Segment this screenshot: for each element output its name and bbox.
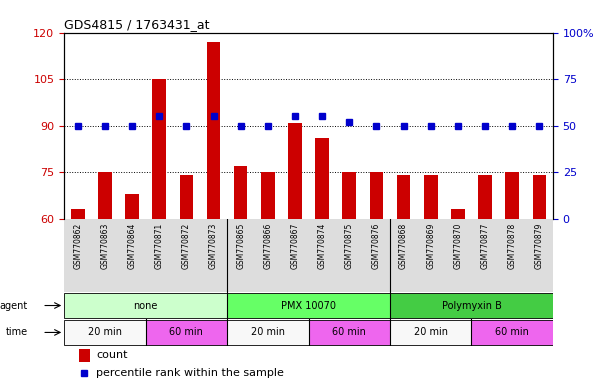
Text: GSM770877: GSM770877 <box>481 222 489 269</box>
Text: GSM770872: GSM770872 <box>182 222 191 268</box>
Text: GSM770863: GSM770863 <box>100 222 109 269</box>
Bar <box>370 172 383 218</box>
Text: percentile rank within the sample: percentile rank within the sample <box>96 367 284 377</box>
Bar <box>288 122 302 218</box>
Text: GSM770865: GSM770865 <box>236 222 245 269</box>
Text: time: time <box>5 328 27 338</box>
Bar <box>207 42 221 218</box>
Text: 20 min: 20 min <box>414 328 448 338</box>
Text: 20 min: 20 min <box>88 328 122 338</box>
Text: GSM770867: GSM770867 <box>290 222 299 269</box>
Text: GSM770876: GSM770876 <box>372 222 381 269</box>
Text: 20 min: 20 min <box>251 328 285 338</box>
Text: GSM770868: GSM770868 <box>399 222 408 268</box>
Bar <box>234 166 247 218</box>
Text: GSM770871: GSM770871 <box>155 222 164 268</box>
Text: agent: agent <box>0 301 27 311</box>
FancyBboxPatch shape <box>472 320 553 344</box>
Bar <box>505 172 519 218</box>
Text: GDS4815 / 1763431_at: GDS4815 / 1763431_at <box>64 18 210 31</box>
Text: count: count <box>96 351 128 361</box>
FancyBboxPatch shape <box>64 320 145 344</box>
FancyBboxPatch shape <box>145 320 227 344</box>
Text: GSM770879: GSM770879 <box>535 222 544 269</box>
Bar <box>397 175 411 218</box>
Text: 60 min: 60 min <box>496 328 529 338</box>
Bar <box>71 209 84 218</box>
Text: GSM770869: GSM770869 <box>426 222 435 269</box>
Text: 60 min: 60 min <box>332 328 366 338</box>
Bar <box>261 172 274 218</box>
Bar <box>79 349 90 362</box>
FancyBboxPatch shape <box>227 320 309 344</box>
Text: GSM770862: GSM770862 <box>73 222 82 268</box>
Text: GSM770870: GSM770870 <box>453 222 463 269</box>
Bar <box>424 175 437 218</box>
Bar <box>98 172 112 218</box>
FancyBboxPatch shape <box>390 320 472 344</box>
Bar <box>478 175 492 218</box>
Text: Polymyxin B: Polymyxin B <box>442 301 502 311</box>
Text: GSM770866: GSM770866 <box>263 222 273 269</box>
Text: none: none <box>133 301 158 311</box>
FancyBboxPatch shape <box>64 293 227 318</box>
Bar <box>180 175 193 218</box>
Bar <box>533 175 546 218</box>
Bar <box>125 194 139 218</box>
Bar <box>343 172 356 218</box>
Text: GSM770864: GSM770864 <box>128 222 136 269</box>
FancyBboxPatch shape <box>309 320 390 344</box>
Bar <box>315 138 329 218</box>
Text: GSM770878: GSM770878 <box>508 222 517 268</box>
Text: GSM770874: GSM770874 <box>318 222 327 269</box>
Text: GSM770873: GSM770873 <box>209 222 218 269</box>
Bar <box>451 209 465 218</box>
Text: GSM770875: GSM770875 <box>345 222 354 269</box>
FancyBboxPatch shape <box>390 293 553 318</box>
Text: 60 min: 60 min <box>169 328 203 338</box>
Text: PMX 10070: PMX 10070 <box>281 301 336 311</box>
FancyBboxPatch shape <box>227 293 390 318</box>
Bar <box>152 79 166 218</box>
